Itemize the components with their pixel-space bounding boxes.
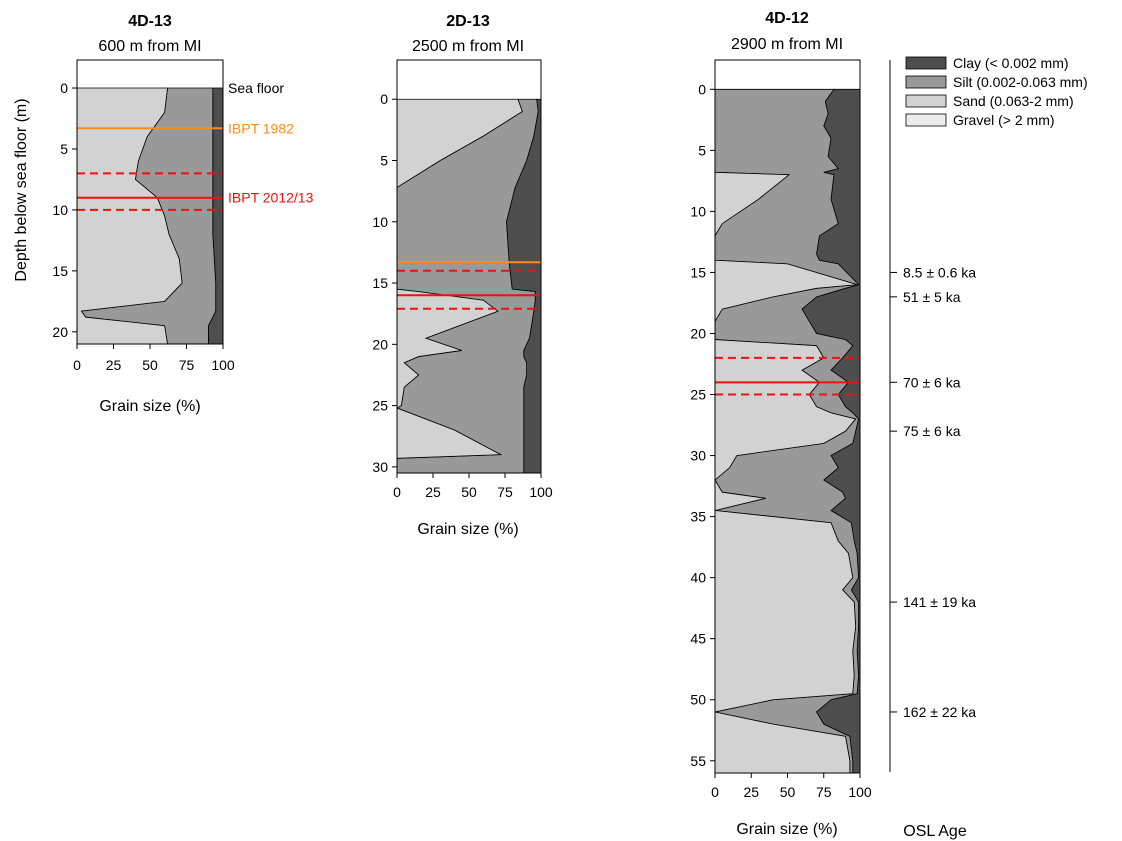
y-tick-label: 15 <box>372 275 388 291</box>
legend-swatch-silt <box>905 75 947 89</box>
x-tick-label: 25 <box>743 784 759 800</box>
y-axis-label: Depth below sea floor (m) <box>13 98 30 281</box>
y-tick-label: 0 <box>380 91 388 107</box>
x-tick-label: 100 <box>211 357 235 373</box>
horizon-annotation: Sea floor <box>228 80 284 96</box>
osl-age-label: 51 ± 5 ka <box>903 289 961 305</box>
x-tick-label: 0 <box>73 357 81 373</box>
y-tick-label: 35 <box>690 509 706 525</box>
y-tick-label: 0 <box>60 80 68 96</box>
y-tick-label: 10 <box>372 214 388 230</box>
y-tick-label: 30 <box>690 448 706 464</box>
sand-area <box>715 89 858 773</box>
x-tick-label: 50 <box>142 357 158 373</box>
panel-4d-12: 4D-12 2900 m from MI Grain size (%) 0 5 10… <box>690 10 871 838</box>
x-tick-label: 75 <box>816 784 832 800</box>
legend-label-silt: Silt (0.002-0.063 mm) <box>953 74 1088 90</box>
plot-area <box>77 60 223 344</box>
panel-2d-13: 2D-13 2500 m from MI Grain size (%) 0 5 10… <box>372 13 552 538</box>
panel-title: 4D-12 <box>765 10 809 27</box>
y-tick-label: 15 <box>690 264 706 280</box>
panel-subtitle: 2500 m from MI <box>412 38 524 55</box>
x-tick-label: 50 <box>461 484 477 500</box>
y-tick-label: 25 <box>690 387 706 403</box>
y-tick-label: 15 <box>52 263 68 279</box>
legend-label-sand: Sand (0.063-2 mm) <box>953 93 1074 109</box>
y-tick-label: 5 <box>698 142 706 158</box>
x-tick-label: 100 <box>848 784 872 800</box>
horizon-annotation: IBPT 2012/13 <box>228 190 314 206</box>
x-tick-label: 25 <box>425 484 441 500</box>
x-tick-label: 75 <box>497 484 513 500</box>
y-tick-label: 30 <box>372 459 388 475</box>
y-tick-label: 5 <box>380 152 388 168</box>
legend-label-gravel: Gravel (> 2 mm) <box>953 112 1055 128</box>
y-tick-label: 45 <box>690 631 706 647</box>
x-axis-label: Grain size (%) <box>417 521 518 538</box>
sand-area <box>397 98 523 473</box>
sand-area <box>77 87 183 344</box>
legend-swatch-gravel <box>905 113 947 127</box>
y-tick-label: 20 <box>690 325 706 341</box>
panel-subtitle: 600 m from MI <box>98 38 201 55</box>
y-tick-label: 50 <box>690 692 706 708</box>
osl-age-label: 8.5 ± 0.6 ka <box>903 264 976 280</box>
plot-area <box>397 60 541 473</box>
legend-label-clay: Clay (< 0.002 mm) <box>953 55 1069 71</box>
y-tick-label: 55 <box>690 753 706 769</box>
legend: Clay (< 0.002 mm) Silt (0.002-0.063 mm) Sa… <box>905 55 1088 128</box>
osl-axis-label: OSL Age <box>903 823 967 840</box>
x-axis-label: Grain size (%) <box>736 821 837 838</box>
panel-4d-13: 4D-13 600 m from MI Grain size (%) 0 5 10 1… <box>52 13 313 415</box>
panel-title: 2D-13 <box>446 13 490 30</box>
osl-age-label: 75 ± 6 ka <box>903 423 961 439</box>
y-tick-label: 0 <box>698 81 706 97</box>
y-tick-label: 5 <box>60 141 68 157</box>
osl-age-label: 162 ± 22 ka <box>903 704 976 720</box>
y-tick-label: 20 <box>52 324 68 340</box>
x-axis-label: Grain size (%) <box>99 398 200 415</box>
osl-age-label: 70 ± 6 ka <box>903 374 961 390</box>
horizon-annotation: IBPT 1982 <box>228 120 294 136</box>
y-tick-label: 10 <box>690 203 706 219</box>
x-tick-label: 75 <box>179 357 195 373</box>
x-tick-label: 50 <box>780 784 796 800</box>
x-tick-label: 25 <box>106 357 122 373</box>
osl-age-labels: 8.5 ± 0.6 ka 51 ± 5 ka 70 ± 6 ka 75 ± 6 ka 1… <box>890 264 976 720</box>
panel-subtitle: 2900 m from MI <box>731 36 843 53</box>
y-tick-label: 40 <box>690 570 706 586</box>
y-tick-label: 25 <box>372 398 388 414</box>
x-tick-label: 100 <box>529 484 553 500</box>
x-tick-label: 0 <box>711 784 719 800</box>
osl-age-label: 141 ± 19 ka <box>903 594 976 610</box>
legend-swatch-sand <box>905 94 947 108</box>
y-tick-label: 20 <box>372 336 388 352</box>
y-tick-label: 10 <box>52 202 68 218</box>
panel-title: 4D-13 <box>128 13 172 30</box>
x-tick-label: 0 <box>393 484 401 500</box>
legend-swatch-clay <box>905 56 947 70</box>
plot-area <box>715 60 860 773</box>
